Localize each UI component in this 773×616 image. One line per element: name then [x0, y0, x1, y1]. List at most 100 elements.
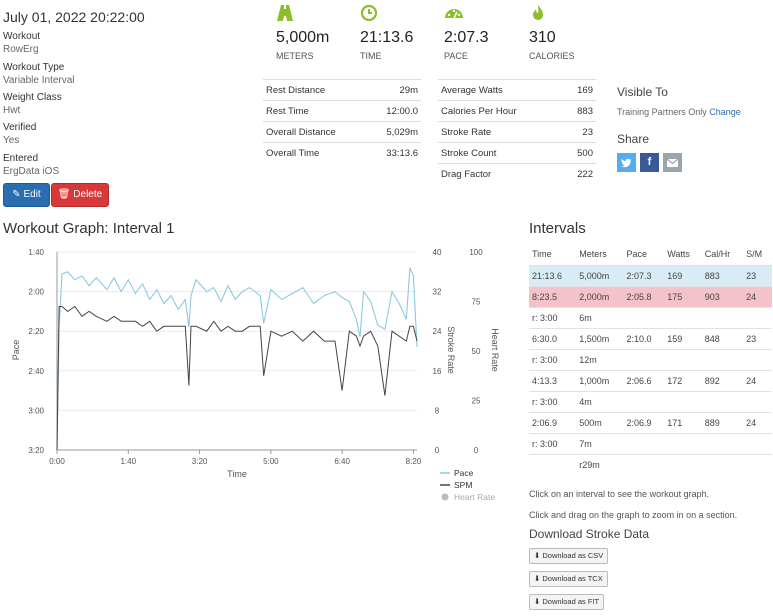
stat-time: 21:13.6 TIME	[360, 4, 413, 61]
interval-row[interactable]: r29m	[529, 454, 772, 475]
spm-tick-label: 24	[433, 327, 442, 336]
workout-value: RowErg	[3, 44, 39, 55]
interval-cell	[623, 349, 665, 371]
interval-cell	[701, 307, 744, 329]
pace-series-line	[56, 267, 418, 451]
spm-tick-label: 40	[433, 248, 442, 257]
change-visibility-link[interactable]: Change	[709, 107, 741, 117]
interval-row[interactable]: 21:13.6 5,000m 2:07.3 169 883 23	[529, 265, 772, 287]
stat-calories: 310 CALORIES	[529, 4, 575, 61]
pace-tick-label: 3:20	[28, 446, 44, 455]
col-watts: Watts	[667, 249, 690, 259]
interval-cell	[743, 454, 772, 475]
interval-cell	[664, 433, 702, 455]
delete-button[interactable]: 🗑 Delete	[51, 183, 109, 207]
detail-row: Calories Per Hour 883	[438, 100, 596, 122]
share-email-button[interactable]	[663, 153, 682, 172]
intervals-table: Time Meters Pace Watts Cal/Hr S/M 21:13.…	[529, 243, 772, 475]
interval-cell: 500m	[576, 412, 624, 434]
interval-cell: 2:06.6	[623, 370, 665, 392]
download-icon: ⬇	[534, 551, 541, 560]
speedometer-icon	[444, 4, 463, 22]
workout-type-label: Workout Type	[3, 62, 65, 73]
interval-cell	[743, 307, 772, 329]
share-facebook-button[interactable]: f	[640, 153, 659, 172]
x-axis-label: Time	[227, 469, 247, 479]
legend: Pace SPM Heart Rate	[440, 468, 495, 502]
col-pace: Pace	[626, 249, 648, 259]
interval-cell: 12m	[576, 349, 624, 371]
detail-row: Overall Distance 5,029m	[263, 121, 421, 143]
flame-icon	[529, 4, 547, 22]
interval-cell: 2,000m	[576, 286, 624, 308]
hr-tick-label: 50	[472, 347, 481, 356]
pace-tick-label: 2:40	[28, 367, 44, 376]
interval-cell: r: 3:00	[529, 307, 577, 329]
intervals-title: Intervals	[529, 220, 586, 237]
interval-cell: 4:13.3	[529, 370, 577, 392]
detail-row: Drag Factor 222	[438, 163, 596, 184]
edit-button[interactable]: ✎ Edit	[3, 183, 50, 207]
legend-pace: Pace	[454, 468, 474, 478]
x-tick-label: 3:20	[192, 457, 208, 466]
envelope-icon	[666, 158, 679, 167]
calories-value: 310	[529, 29, 556, 46]
verified-label: Verified	[3, 122, 37, 133]
interval-cell	[743, 349, 772, 371]
interval-cell: r: 3:00	[529, 433, 577, 455]
interval-row[interactable]: r: 3:00 4m	[529, 391, 772, 413]
interval-row[interactable]: 8:23.5 2,000m 2:05.8 175 903 24	[529, 286, 772, 308]
interval-cell: 1,500m	[576, 328, 624, 350]
hr-tick-label: 0	[474, 446, 479, 455]
interval-cell: 159	[664, 328, 702, 350]
interval-cell: 21:13.6	[529, 265, 577, 287]
workout-label: Workout	[3, 31, 41, 42]
interval-row[interactable]: 6:30.0 1,500m 2:10.0 159 848 23	[529, 328, 772, 350]
interval-cell	[664, 391, 702, 413]
time-value: 21:13.6	[360, 29, 414, 46]
interval-row[interactable]: r: 3:00 6m	[529, 307, 772, 329]
detail-row: Rest Time 12:00.0	[263, 100, 421, 122]
interval-cell	[701, 391, 744, 413]
details-table-right: Average Watts 169 Calories Per Hour 883 St…	[438, 79, 596, 184]
interval-cell: 892	[701, 370, 744, 392]
pace-axis-label: Pace	[11, 340, 21, 361]
download-icon: ⬇	[534, 597, 541, 606]
interval-cell: 7m	[576, 433, 624, 455]
hr-tick-label: 100	[469, 248, 483, 257]
interval-cell: 172	[664, 370, 702, 392]
interval-cell: 171	[664, 412, 702, 434]
visibility-line: Training Partners Only Change	[617, 107, 741, 117]
pace-label: PACE	[444, 51, 468, 61]
detail-row: Rest Distance 29m	[263, 79, 421, 101]
interval-row[interactable]: 4:13.3 1,000m 2:06.6 172 892 24	[529, 370, 772, 392]
col-cal-hr: Cal/Hr	[704, 249, 731, 259]
interval-row[interactable]: r: 3:00 12m	[529, 349, 772, 371]
interval-row[interactable]: 2:06.9 500m 2:06.9 171 889 24	[529, 412, 772, 434]
interval-cell: 848	[701, 328, 744, 350]
col-time: Time	[532, 249, 552, 259]
interval-cell: 2:05.8	[623, 286, 665, 308]
interval-cell: 23	[743, 265, 772, 287]
spm-tick-label: 0	[435, 446, 440, 455]
detail-row: Average Watts 169	[438, 79, 596, 101]
interval-cell: 2:10.0	[623, 328, 665, 350]
interval-row[interactable]: r: 3:00 7m	[529, 433, 772, 455]
download-tcx-button[interactable]: ⬇ Download as TCX	[529, 571, 608, 587]
interval-cell: 175	[664, 286, 702, 308]
twitter-icon	[621, 158, 632, 168]
interval-cell: 6:30.0	[529, 328, 577, 350]
download-csv-button[interactable]: ⬇ Download as CSV	[529, 548, 609, 564]
download-fit-button[interactable]: ⬇ Download as FIT	[529, 594, 605, 610]
share-twitter-button[interactable]	[617, 153, 636, 172]
interval-cell: 24	[743, 286, 772, 308]
hr-tick-label: 75	[472, 298, 481, 307]
interval-cell	[623, 454, 665, 475]
interval-help-text: Click on an interval to see the workout …	[529, 489, 710, 499]
interval-cell	[529, 454, 577, 475]
spm-series-line	[56, 305, 418, 451]
entered-label: Entered	[3, 153, 39, 164]
spm-tick-label: 32	[433, 288, 442, 297]
interval-cell	[623, 433, 665, 455]
workout-graph[interactable]: 1:40 2:00 2:20 2:40 3:00 3:20 40 32 24 16 8 0 100 75 5…	[0, 240, 510, 510]
